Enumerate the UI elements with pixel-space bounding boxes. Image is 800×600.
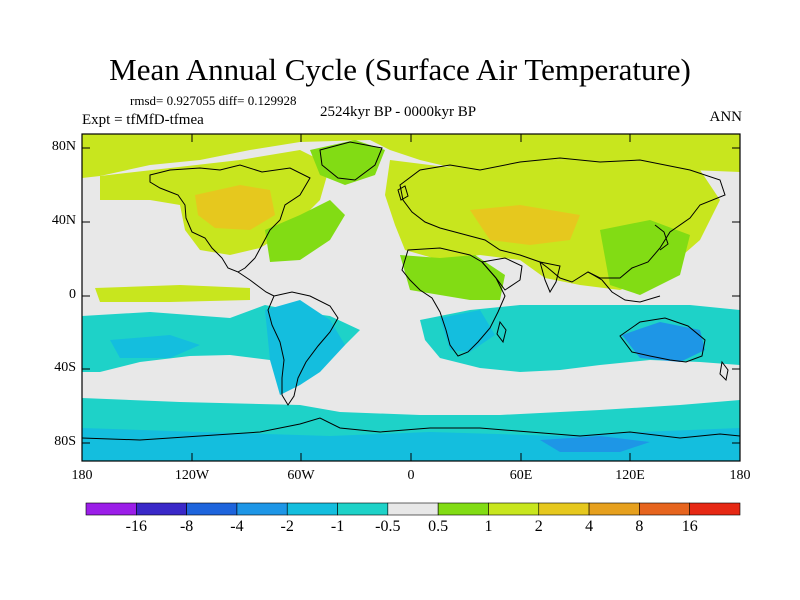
map-plot-area: [82, 134, 740, 461]
coastline-india: [539, 261, 561, 294]
colorbar-label: -16: [125, 518, 147, 535]
lon-label-60w: 60W: [287, 468, 315, 483]
lat-label-80s: 80S: [54, 434, 76, 449]
map-title: Mean Annual Cycle (Surface Air Temperatu…: [109, 52, 691, 87]
coastline-greenland: [319, 141, 383, 181]
coastline-se-asia: [587, 271, 661, 303]
colorbar-label: 1: [484, 518, 493, 535]
colorbar-swatch: [639, 502, 690, 516]
antarctic-colder-band: [82, 428, 740, 461]
australia-cool-region: [622, 322, 705, 362]
experiment-label: Expt = tfMfD-tfmea: [82, 112, 204, 128]
colorbar-label: -1: [330, 518, 345, 535]
stats-line: rmsd= 0.927055 diff= 0.129928: [130, 93, 297, 108]
coastline-north-america: [149, 164, 311, 273]
africa-green-region: [400, 255, 505, 300]
colorbar-swatch: [236, 502, 288, 516]
colorbar-swatch: [538, 502, 590, 516]
colorbar-label: 2: [534, 518, 543, 535]
coastline-eurasia: [399, 157, 726, 283]
period-label: 2524kyr BP - 0000kyr BP: [320, 104, 477, 120]
eurasia-hot-region: [470, 205, 580, 245]
lon-label-60e: 60E: [509, 468, 533, 483]
colorbar-swatch: [387, 502, 439, 516]
colorbar-label: -0.5: [375, 518, 401, 535]
coastline-arabia: [481, 257, 523, 291]
coastlines: [82, 141, 740, 441]
coastline-madagascar: [496, 320, 507, 344]
coastline-antarctica: [82, 417, 740, 441]
lat-label-40n: 40N: [51, 213, 76, 228]
lon-label-0: 0: [407, 468, 415, 483]
pacific-cool-patch: [110, 335, 200, 358]
colorbar-swatch: [337, 502, 389, 516]
colorbar-swatch: [488, 502, 540, 516]
arctic-warm-band: [82, 134, 740, 178]
colorbar-swatch: [437, 502, 489, 516]
colorbar-swatch: [286, 502, 338, 516]
axis-ticks: [82, 134, 740, 461]
lon-label-120e: 120E: [615, 468, 645, 483]
south-america-cool-region: [265, 300, 345, 395]
colorbar-swatch: [588, 502, 640, 516]
coastline-central-america: [237, 271, 275, 297]
north-america-hot-region: [195, 185, 275, 230]
lon-label-180-right: 180: [729, 468, 751, 483]
lat-label-0: 0: [69, 287, 76, 302]
colorbar: [85, 502, 741, 516]
colorbar-swatch: [186, 502, 238, 516]
colorbar-label: -2: [280, 518, 294, 535]
coastline-japan: [654, 224, 669, 251]
tropical-pacific-warm-strip: [95, 285, 250, 302]
colorbar-label: 4: [585, 518, 594, 535]
lon-label-180-left: 180: [71, 468, 93, 483]
colorbar-label: 8: [635, 518, 644, 535]
colorbar-label: -4: [230, 518, 244, 535]
antarctic-coldest-patch: [540, 436, 650, 452]
colorbar-label: 16: [681, 518, 698, 535]
colorbar-label: -8: [179, 518, 194, 535]
greenland-warm-region: [310, 140, 385, 185]
lat-label-40s: 40S: [54, 360, 76, 375]
colorbar-swatch: [136, 502, 187, 516]
coastline-south-america: [267, 291, 339, 406]
colorbar-label: 0.5: [428, 518, 449, 535]
southern-africa-cool-region: [440, 310, 495, 352]
coastline-australia: [619, 317, 706, 363]
coastline-uk: [397, 185, 409, 201]
lon-label-120w: 120W: [174, 468, 210, 483]
lat-label-80n: 80N: [51, 139, 76, 154]
colorbar-swatch: [85, 502, 137, 516]
season-label: ANN: [709, 109, 743, 125]
colorbar-swatch: [689, 502, 741, 516]
coastline-new-zealand: [719, 360, 729, 382]
north-atlantic-warm-region: [265, 200, 345, 262]
